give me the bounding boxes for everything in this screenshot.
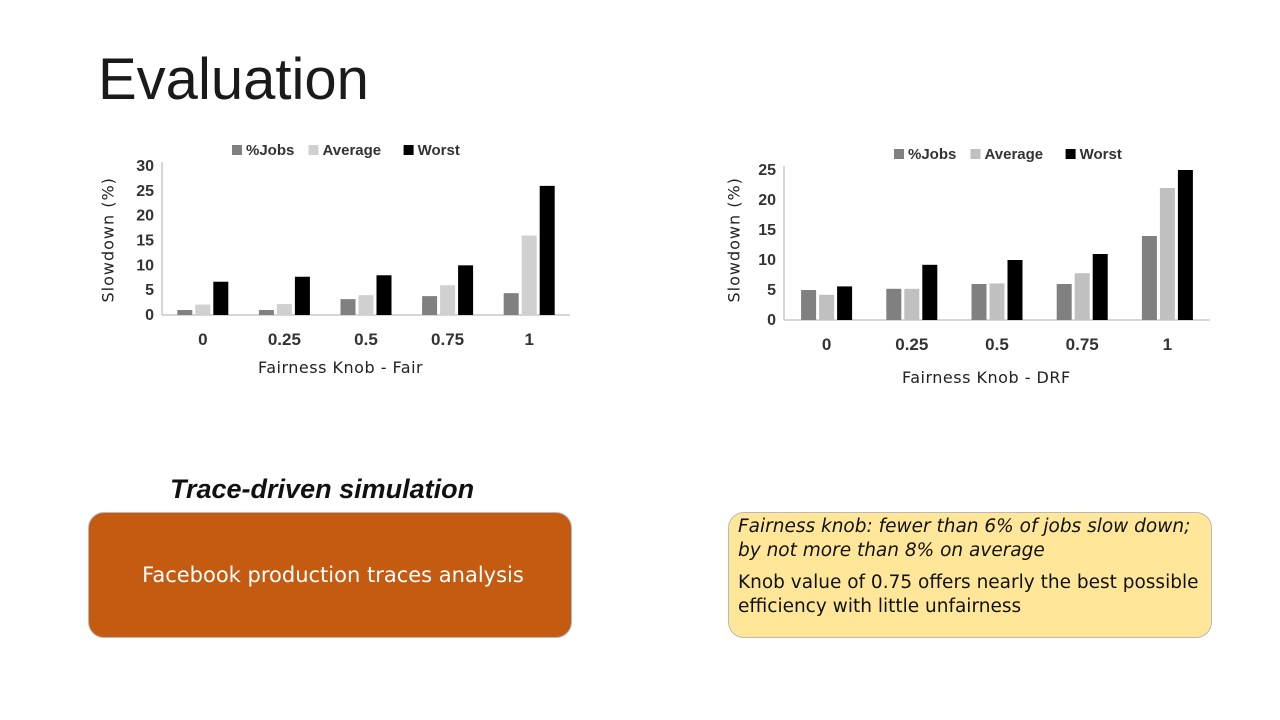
legend-swatch — [970, 149, 981, 159]
chart-fair-ylabel: Slowdown (%) — [98, 177, 118, 303]
y-tick-label: 15 — [136, 233, 154, 250]
chart-fair-svg: 0 5 10 15 20 25 30 0 0.25 0.5 0.75 1 %Jobs Average Wor… — [136, 142, 570, 349]
section-subtitle: Trace-driven simulation — [170, 474, 475, 504]
bar-worst-0.75 — [1092, 254, 1108, 320]
bar-average-0.25 — [904, 288, 920, 320]
chart-drf-xlabel: Fairness Knob - DRF — [902, 368, 1071, 387]
x-tick-label: 0 — [198, 330, 207, 349]
legend-swatch — [403, 145, 414, 155]
x-tick-label: 0 — [822, 335, 831, 354]
bar-pct-jobs-0 — [177, 310, 193, 315]
y-tick-label: 20 — [758, 192, 776, 209]
bar-pct-jobs-1 — [1141, 236, 1157, 320]
legend-label: %Jobs — [246, 142, 294, 159]
legend-swatch — [894, 149, 904, 159]
legend-label: %Jobs — [908, 146, 956, 163]
x-tick-label: 0.5 — [985, 335, 1009, 354]
y-tick-label: 15 — [758, 222, 776, 239]
bar-pct-jobs-1 — [503, 293, 519, 315]
y-tick-label: 0 — [767, 312, 776, 329]
bar-average-1 — [521, 235, 537, 315]
y-tick-label: 20 — [136, 208, 154, 225]
legend-label: Average — [323, 142, 382, 159]
bar-average-0.25 — [276, 304, 292, 315]
y-tick-label: 0 — [145, 307, 154, 324]
x-tick-label: 0.25 — [895, 335, 928, 354]
x-tick-label: 0.75 — [431, 330, 464, 349]
bar-worst-1 — [1177, 170, 1193, 320]
chart-drf-svg: 0 5 10 15 20 25 0 0.25 0.5 0.75 1 %Jobs Average Worst — [758, 146, 1210, 354]
legend-swatch — [308, 145, 319, 155]
finding-fairness-knob: Fairness knob: fewer than 6% of jobs slo… — [738, 516, 1191, 561]
bar-average-0.75 — [440, 285, 456, 315]
finding-knob-value: Knob value of 0.75 offers nearly the bes… — [738, 572, 1199, 617]
x-tick-label: 1 — [1163, 335, 1172, 354]
bar-worst-1 — [539, 185, 555, 315]
bar-pct-jobs-0.25 — [258, 310, 274, 315]
bar-worst-0.75 — [458, 265, 474, 315]
bar-worst-0.5 — [1007, 260, 1023, 320]
legend-label: Average — [985, 146, 1044, 163]
chart-drf: 0 5 10 15 20 25 0 0.25 0.5 0.75 1 %Jobs Average Worst — [744, 140, 1214, 360]
bar-pct-jobs-0.75 — [422, 296, 438, 315]
bar-pct-jobs-0 — [801, 290, 817, 320]
bar-pct-jobs-0.25 — [886, 288, 902, 320]
legend-label: Worst — [1080, 146, 1122, 163]
bar-pct-jobs-0.5 — [971, 284, 987, 320]
x-tick-label: 1 — [524, 330, 533, 349]
bar-worst-0.5 — [376, 275, 392, 315]
bar-average-0 — [819, 294, 835, 320]
bar-worst-0.25 — [294, 276, 310, 315]
y-tick-label: 10 — [136, 257, 154, 274]
bar-average-1 — [1159, 188, 1175, 320]
chart-fair: 0 5 10 15 20 25 30 0 0.25 0.5 0.75 1 %Jobs Average Wor… — [120, 140, 580, 355]
y-tick-label: 5 — [767, 282, 776, 299]
y-tick-label: 10 — [758, 252, 776, 269]
bar-average-0.75 — [1074, 273, 1090, 320]
findings-box: Fairness knob: fewer than 6% of jobs slo… — [728, 512, 1212, 638]
slide-title: Evaluation — [98, 47, 369, 112]
bar-average-0 — [195, 304, 211, 315]
bar-average-0.5 — [358, 295, 374, 315]
y-tick-label: 25 — [758, 162, 776, 179]
bar-pct-jobs-0.5 — [340, 299, 356, 315]
x-tick-label: 0.5 — [354, 330, 378, 349]
traces-analysis-box: Facebook production traces analysis — [88, 512, 572, 638]
legend-swatch — [232, 145, 242, 155]
legend-label: Worst — [418, 142, 460, 159]
bar-worst-0.25 — [922, 264, 938, 320]
chart-fair-xlabel: Fairness Knob - Fair — [258, 358, 424, 377]
x-tick-label: 0.25 — [268, 330, 301, 349]
chart-drf-ylabel: Slowdown (%) — [724, 177, 744, 303]
bar-worst-0 — [837, 286, 853, 320]
traces-analysis-text: Facebook production traces analysis — [142, 563, 524, 587]
y-tick-label: 30 — [136, 158, 154, 175]
bar-average-0.5 — [989, 283, 1005, 320]
bar-pct-jobs-0.75 — [1056, 284, 1072, 320]
y-tick-label: 25 — [136, 183, 154, 200]
y-tick-label: 5 — [145, 282, 154, 299]
legend-swatch — [1065, 149, 1076, 159]
bar-worst-0 — [213, 281, 229, 315]
x-tick-label: 0.75 — [1066, 335, 1099, 354]
